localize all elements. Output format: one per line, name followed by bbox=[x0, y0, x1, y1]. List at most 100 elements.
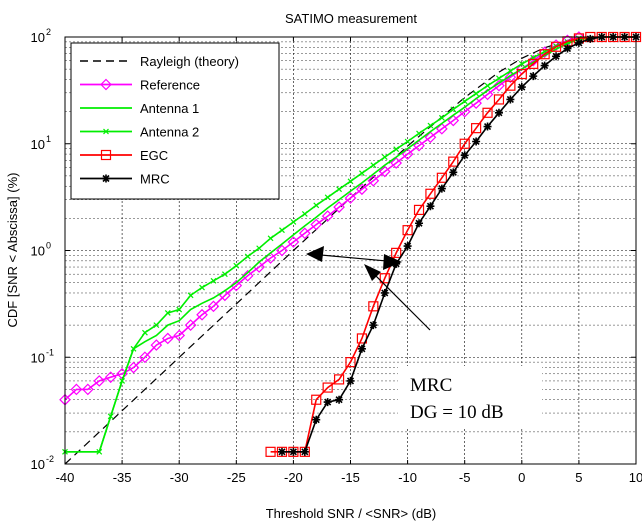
data-point bbox=[344, 192, 357, 204]
data-point-core bbox=[531, 74, 536, 78]
data-point bbox=[447, 114, 460, 127]
data-point bbox=[496, 75, 502, 82]
data-point bbox=[436, 172, 447, 183]
data-point-core bbox=[280, 450, 284, 454]
data-point bbox=[267, 235, 274, 242]
y-tick-label-base: 10 bbox=[31, 244, 45, 259]
data-point-core bbox=[337, 397, 341, 402]
x-tick-label: -35 bbox=[113, 470, 132, 485]
data-point bbox=[298, 227, 311, 240]
data-point bbox=[507, 68, 514, 74]
data-point-core bbox=[291, 450, 296, 454]
chart-title: SATIMO measurement bbox=[285, 11, 417, 26]
legend: Rayleigh (theory) Reference Antenna 1 Anten… bbox=[70, 42, 280, 200]
data-point bbox=[313, 202, 320, 209]
data-point-core bbox=[360, 346, 364, 351]
data-point bbox=[290, 219, 297, 225]
data-point bbox=[356, 183, 368, 196]
series-line bbox=[65, 36, 636, 453]
legend-marker bbox=[100, 149, 112, 161]
data-point bbox=[393, 146, 400, 153]
data-point bbox=[199, 284, 205, 291]
data-point bbox=[207, 300, 220, 313]
data-point bbox=[424, 131, 437, 144]
legend-box bbox=[70, 42, 280, 200]
data-point-core bbox=[348, 379, 353, 383]
grid bbox=[64, 37, 637, 465]
data-point bbox=[187, 292, 194, 299]
data-point-core bbox=[440, 186, 444, 191]
x-tick-label: -10 bbox=[398, 470, 417, 485]
data-point bbox=[333, 374, 345, 385]
data-point bbox=[425, 188, 436, 199]
data-point bbox=[436, 122, 448, 135]
data-point bbox=[130, 345, 137, 352]
y-tick-label-exponent: 1 bbox=[46, 134, 51, 144]
legend-marker bbox=[103, 128, 109, 135]
double-arrow-right-head bbox=[383, 254, 402, 270]
data-point bbox=[390, 157, 403, 169]
data-point bbox=[96, 448, 103, 455]
data-point bbox=[378, 165, 391, 178]
annotation-line-1: MRC bbox=[410, 375, 452, 396]
data-point bbox=[482, 107, 493, 118]
annotation-line-2: DG = 10 dB bbox=[410, 402, 504, 423]
data-point bbox=[173, 329, 186, 342]
annotation-arrows bbox=[306, 246, 431, 331]
data-point-core bbox=[462, 153, 467, 158]
data-point bbox=[413, 139, 425, 152]
data-point bbox=[119, 378, 126, 384]
annotation-background bbox=[398, 366, 542, 428]
data-point bbox=[233, 262, 240, 269]
data-point-core bbox=[508, 97, 513, 102]
data-point bbox=[287, 236, 300, 248]
data-point bbox=[368, 301, 379, 312]
y-tick-label-exponent: -2 bbox=[46, 454, 54, 464]
x-tick-label: 5 bbox=[575, 470, 582, 485]
data-point-core bbox=[554, 54, 558, 59]
data-point bbox=[518, 60, 525, 67]
double-arrow-left-head bbox=[306, 246, 324, 262]
x-tick-label: 0 bbox=[518, 470, 525, 485]
data-point bbox=[230, 279, 243, 292]
data-point bbox=[550, 39, 562, 51]
data-point bbox=[528, 58, 539, 69]
data-point bbox=[391, 247, 402, 258]
y-tick-label-exponent: 2 bbox=[46, 27, 51, 37]
data-point-core bbox=[314, 417, 319, 422]
pointer-arrow-line bbox=[369, 269, 431, 331]
data-point bbox=[139, 351, 151, 364]
data-point bbox=[176, 306, 183, 313]
legend-entry-1: Reference bbox=[80, 78, 200, 93]
data-point-core bbox=[428, 204, 433, 209]
annotation-box: MRC DG = 10 dB bbox=[398, 366, 542, 428]
data-point bbox=[448, 156, 459, 167]
data-point bbox=[381, 154, 388, 161]
data-point bbox=[461, 98, 468, 105]
data-point bbox=[550, 41, 562, 52]
y-tick-label-base: 10 bbox=[31, 350, 45, 365]
data-point bbox=[107, 413, 114, 420]
series-line bbox=[64, 36, 580, 401]
data-point bbox=[379, 273, 390, 284]
data-point bbox=[164, 310, 171, 316]
data-point bbox=[301, 211, 308, 217]
data-point-core bbox=[577, 41, 581, 45]
data-point-core bbox=[520, 85, 524, 89]
data-point bbox=[196, 308, 208, 321]
data-point bbox=[153, 322, 160, 329]
pointer-arrow-head bbox=[364, 264, 381, 281]
series-1 bbox=[59, 31, 585, 406]
data-point bbox=[358, 170, 365, 177]
data-point-core bbox=[325, 400, 330, 404]
data-point bbox=[493, 79, 505, 92]
series-2 bbox=[65, 36, 636, 453]
data-point bbox=[336, 186, 343, 193]
data-point bbox=[279, 227, 285, 234]
data-point bbox=[505, 80, 516, 91]
data-point-core bbox=[588, 37, 593, 41]
data-point-core bbox=[474, 139, 478, 144]
data-point-core bbox=[485, 124, 490, 129]
data-point bbox=[401, 148, 414, 160]
